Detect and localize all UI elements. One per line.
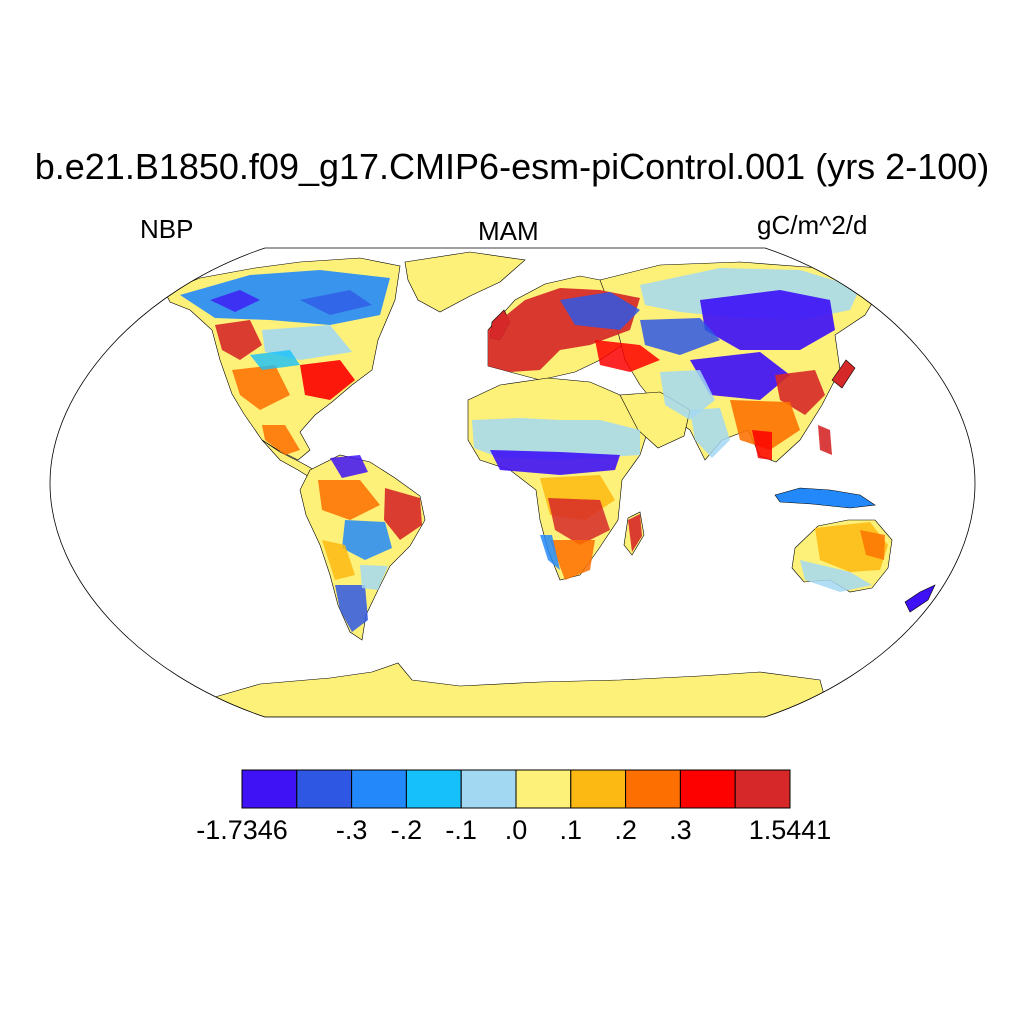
colorbar-box	[241, 769, 298, 809]
colorbar-tick-label: .1	[559, 815, 583, 845]
new-zealand	[904, 584, 936, 613]
colorbar-tick-label: -1.7346	[196, 815, 288, 845]
colorbar-tick-label: -.2	[390, 815, 423, 845]
colorbar-box	[625, 769, 681, 809]
variable-label: NBP	[140, 214, 194, 244]
japan	[831, 359, 856, 389]
colorbar-tick-label: .3	[669, 815, 692, 845]
colorbar-box	[460, 769, 517, 809]
colorbar-box	[296, 769, 353, 809]
colorbar-box	[679, 769, 736, 809]
indonesia	[774, 487, 876, 509]
map-fill	[164, 251, 936, 717]
colorbar-box	[351, 769, 407, 809]
nbp-patches	[180, 268, 888, 632]
units-label: gC/m^2/d	[757, 210, 868, 240]
colorbar-tick-label: .2	[614, 815, 637, 845]
greenland	[404, 251, 526, 313]
plot-title: b.e21.B1850.f09_g17.CMIP6-esm-piControl.…	[34, 146, 990, 187]
season-label: MAM	[478, 216, 539, 246]
colorbar-tick-label: 1.5441	[748, 815, 832, 845]
colorbar-box	[515, 769, 572, 809]
colorbar-tick-label: -.3	[335, 815, 368, 845]
colorbar-tick-label: -.1	[445, 815, 477, 845]
globe-outline	[49, 247, 976, 718]
colorbar-box	[734, 769, 791, 809]
colorbar-boxes	[241, 769, 791, 809]
colorbar-tick-label: .0	[504, 815, 528, 845]
colorbar-box	[570, 769, 627, 809]
colorbar-box	[405, 769, 462, 809]
